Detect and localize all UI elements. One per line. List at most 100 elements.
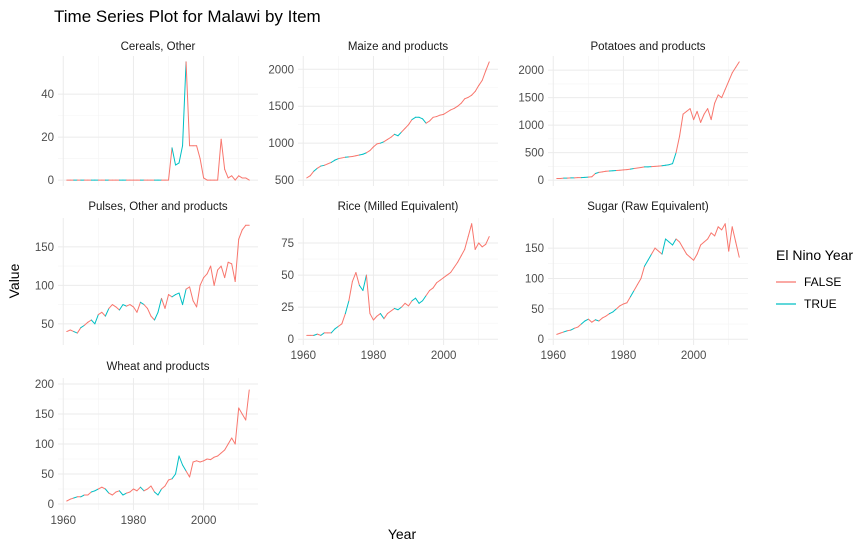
series-segment-true bbox=[175, 162, 180, 166]
series-segment-false bbox=[227, 437, 233, 445]
series-segment-true bbox=[661, 164, 667, 167]
series-segment-false bbox=[168, 478, 173, 481]
series-segment-false bbox=[327, 161, 332, 165]
series-segment-false bbox=[591, 172, 596, 178]
chart-title: Time Series Plot for Malawi by Item bbox=[54, 7, 321, 26]
series-segment-true bbox=[397, 306, 403, 311]
x-tick-label: 1980 bbox=[611, 350, 637, 362]
series-segment-false bbox=[220, 449, 226, 454]
series-segment-false bbox=[573, 326, 579, 329]
series-segment-false bbox=[457, 102, 462, 107]
series-segment-false bbox=[192, 300, 198, 308]
series-segment-false bbox=[436, 114, 441, 118]
series-segment-false bbox=[369, 146, 374, 152]
series-segment-false bbox=[636, 166, 642, 169]
series-segment-false bbox=[724, 80, 730, 90]
y-tick-label: 20 bbox=[41, 132, 54, 144]
series-segment-false bbox=[679, 241, 684, 249]
series-segment-false bbox=[238, 175, 243, 179]
series-segment-false bbox=[224, 261, 229, 279]
series-segment-true bbox=[178, 145, 184, 164]
legend-title: El Nino Year bbox=[776, 247, 853, 263]
series-segment-true bbox=[612, 308, 617, 313]
series-segment-false bbox=[404, 302, 410, 307]
series-segment-false bbox=[245, 177, 250, 181]
series-segment-false bbox=[146, 485, 152, 490]
series-segment-false bbox=[234, 407, 240, 445]
series-segment-false bbox=[306, 175, 311, 179]
series-segment-false bbox=[626, 296, 631, 304]
y-tick-label: 1500 bbox=[268, 101, 294, 113]
series-segment-false bbox=[696, 244, 702, 255]
series-segment-false bbox=[220, 265, 226, 279]
series-segment-true bbox=[629, 168, 635, 170]
series-segment-true bbox=[563, 330, 568, 333]
series-segment-false bbox=[150, 315, 155, 321]
series-segment-false bbox=[351, 272, 357, 282]
series-segment-false bbox=[721, 223, 726, 231]
series-segment-false bbox=[717, 94, 723, 99]
series-segment-false bbox=[369, 313, 374, 321]
series-segment-true bbox=[393, 133, 399, 137]
series-segment-false bbox=[108, 492, 113, 496]
y-tick-label: 0 bbox=[538, 175, 544, 187]
series-segment-false bbox=[651, 247, 656, 255]
series-segment-true bbox=[362, 152, 367, 155]
series-segment-false bbox=[87, 319, 92, 323]
series-segment-false bbox=[485, 236, 490, 245]
panel-strip-label: Pulses, Other and products bbox=[88, 201, 228, 213]
series-segment-false bbox=[703, 108, 709, 115]
series-segment-false bbox=[376, 313, 381, 317]
series-segment-true bbox=[358, 153, 364, 156]
series-segment-false bbox=[446, 272, 452, 276]
series-segment-false bbox=[700, 113, 705, 123]
series-segment-false bbox=[66, 329, 71, 333]
y-tick-label: 500 bbox=[275, 175, 294, 187]
series-segment-true bbox=[80, 494, 85, 498]
series-segment-false bbox=[196, 284, 201, 308]
series-segment-true bbox=[157, 488, 163, 496]
series-segment-false bbox=[386, 310, 392, 315]
series-segment-false bbox=[150, 485, 155, 493]
series-segment-true bbox=[171, 294, 177, 298]
series-segment-false bbox=[129, 304, 134, 308]
series-segment-true bbox=[672, 152, 677, 165]
panel-strip-label: Maize and products bbox=[348, 41, 449, 53]
y-tick-label: 150 bbox=[35, 242, 54, 254]
y-tick-label: 500 bbox=[525, 148, 544, 160]
series-segment-false bbox=[693, 253, 698, 261]
series-segment-false bbox=[728, 72, 733, 82]
series-segment-true bbox=[175, 455, 180, 475]
series-segment-false bbox=[481, 243, 487, 248]
series-segment-false bbox=[168, 294, 173, 298]
series-segment-false bbox=[464, 236, 469, 250]
series-segment-true bbox=[594, 171, 600, 174]
series-segment-false bbox=[97, 486, 103, 490]
panel-strip-label: Sugar (Raw Equivalent) bbox=[587, 201, 709, 213]
series-segment-true bbox=[665, 164, 670, 166]
series-segment-false bbox=[372, 143, 378, 148]
series-segment-true bbox=[668, 241, 674, 246]
series-segment-false bbox=[210, 456, 215, 461]
series-segment-false bbox=[196, 145, 201, 160]
series-segment-false bbox=[605, 313, 610, 317]
series-segment-false bbox=[728, 226, 733, 252]
series-segment-false bbox=[566, 329, 572, 332]
series-segment-false bbox=[224, 443, 229, 451]
series-segment-true bbox=[171, 473, 177, 480]
series-segment-false bbox=[316, 165, 322, 169]
series-segment-false bbox=[474, 242, 480, 250]
panel-7: Wheat and products 0 50 100 150 200 1960 1980 20… bbox=[35, 361, 258, 527]
series-segment-false bbox=[478, 79, 483, 87]
series-segment-true bbox=[358, 284, 364, 291]
series-segment-false bbox=[404, 124, 410, 129]
series-segment-true bbox=[80, 324, 85, 329]
series-segment-true bbox=[661, 238, 667, 255]
series-segment-false bbox=[203, 273, 208, 279]
series-segment-false bbox=[633, 167, 638, 170]
series-segment-false bbox=[203, 177, 208, 181]
series-segment-false bbox=[425, 289, 431, 297]
panel-strip-label: Potatoes and products bbox=[590, 41, 705, 53]
series-segment-true bbox=[153, 311, 159, 321]
series-segment-false bbox=[231, 175, 236, 181]
